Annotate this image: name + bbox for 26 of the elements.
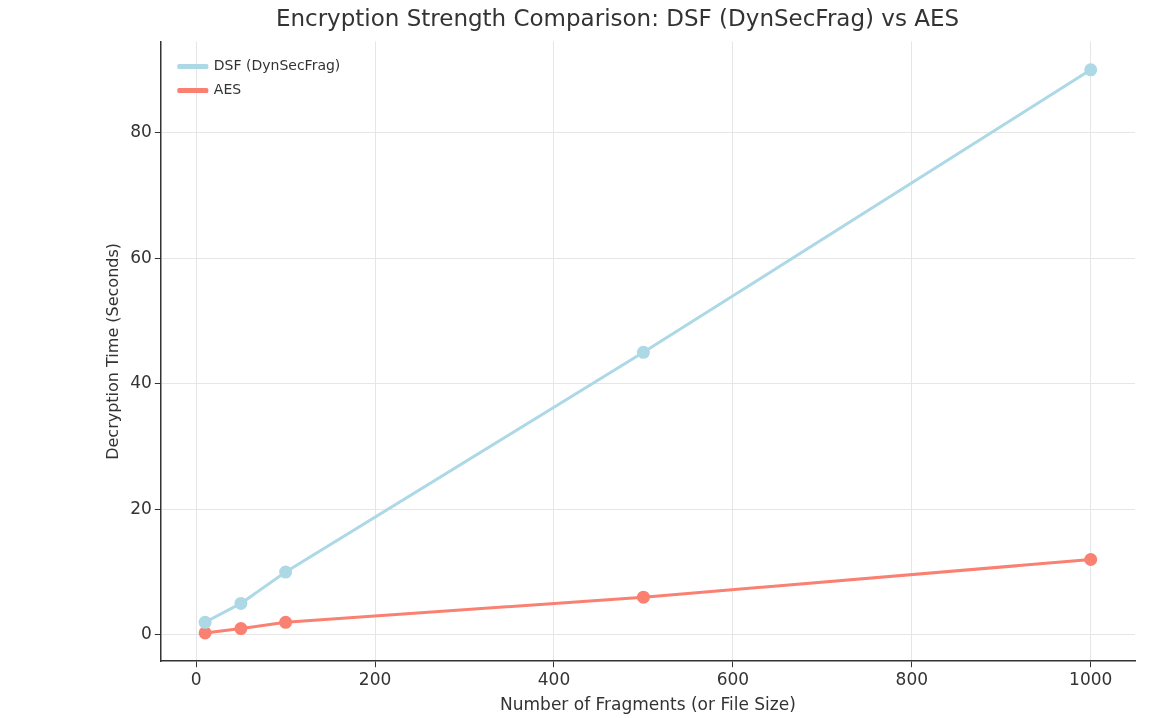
legend-label: AES — [213, 81, 242, 98]
point — [636, 590, 650, 604]
point — [198, 615, 212, 629]
x-tick-label: 200 — [358, 668, 392, 689]
y-tick-label: 20 — [130, 497, 152, 518]
y-tick-label: 0 — [141, 623, 152, 644]
x-axis-title: Number of Fragments (or File Size) — [500, 694, 796, 715]
point — [636, 345, 650, 359]
point — [1084, 63, 1098, 77]
y-tick-label: 60 — [130, 246, 152, 267]
y-tick-label: 40 — [130, 372, 152, 393]
point — [1084, 553, 1098, 566]
y-tick-label: 80 — [130, 121, 152, 142]
point — [234, 596, 248, 610]
legend-label: DSF (DynSecFrag) — [213, 57, 341, 74]
point — [234, 622, 248, 636]
point — [198, 626, 212, 640]
y-axis-title: Decryption Time (Seconds) — [102, 242, 122, 460]
x-tick-label: 1000 — [1069, 668, 1113, 689]
x-tick-label: 400 — [537, 668, 571, 689]
point — [279, 565, 293, 579]
chart-title: Encryption Strength Comparison: DSF (DynSecFrag) vs AES — [275, 4, 960, 31]
x-tick-label: 800 — [895, 668, 929, 689]
x-tick-label: 600 — [716, 668, 750, 689]
point — [279, 615, 293, 629]
x-tick-label: 0 — [190, 668, 202, 689]
